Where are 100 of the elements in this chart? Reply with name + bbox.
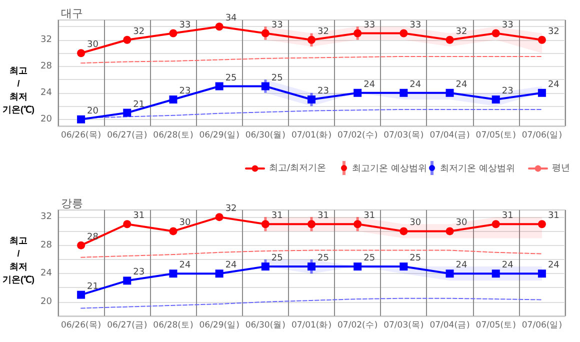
- point: [261, 220, 270, 228]
- text: 최고기온 예상범위: [352, 162, 427, 174]
- data-label: 20: [87, 106, 99, 116]
- point: [169, 227, 178, 236]
- x-tick-label: 06/29(일): [199, 130, 240, 140]
- point: [77, 290, 86, 299]
- data-label: 32: [225, 204, 237, 214]
- data-label: 32: [548, 26, 560, 37]
- point: [215, 270, 224, 278]
- y-tick-label: 32: [40, 34, 52, 45]
- chart-title: 강릉: [61, 197, 83, 210]
- data-label: 24: [548, 260, 560, 271]
- point: [492, 220, 500, 228]
- data-label: 33: [271, 20, 283, 30]
- data-label: 31: [502, 211, 514, 222]
- point: [308, 220, 316, 228]
- x-tick-label: 06/28(토): [153, 130, 194, 140]
- y-tick-label: 28: [40, 61, 52, 72]
- x-tick-label: 06/28(토): [153, 320, 194, 330]
- data-label: 34: [225, 14, 238, 24]
- data-label: 25: [225, 73, 237, 84]
- x-tick-label: 07/05(토): [476, 130, 516, 140]
- x-tick-label: 07/06(일): [522, 320, 562, 330]
- data-label: 24: [502, 260, 514, 271]
- data-label: 30: [87, 40, 99, 50]
- data-label: 23: [318, 86, 329, 96]
- x-tick-label: 07/05(토): [476, 320, 516, 330]
- data-label: 24: [410, 80, 422, 90]
- data-label: 31: [133, 211, 145, 222]
- point: [446, 270, 454, 278]
- point: [123, 220, 132, 228]
- x-tick-label: 06/30(월): [245, 320, 286, 330]
- y-tick-label: 28: [40, 240, 52, 250]
- point: [354, 220, 362, 228]
- point: [400, 29, 408, 38]
- x-tick-label: 07/04(금): [430, 130, 470, 140]
- point: [492, 270, 500, 278]
- chart-title: 대구: [61, 7, 83, 20]
- data-label: 24: [179, 260, 191, 271]
- point: [354, 88, 362, 97]
- data-label: 33: [502, 20, 514, 30]
- point: [446, 36, 454, 44]
- point: [400, 88, 408, 97]
- data-label: 21: [133, 100, 145, 110]
- x-tick-label: 06/26(목): [60, 320, 102, 330]
- point: [77, 241, 86, 250]
- point: [538, 220, 546, 228]
- data-label: 30: [456, 218, 468, 228]
- y-tick-label: 20: [40, 296, 52, 307]
- data-label: 33: [179, 20, 191, 30]
- data-label: 30: [179, 218, 191, 228]
- y-tick-label: 24: [40, 268, 52, 279]
- data-label: 25: [318, 254, 329, 264]
- point: [261, 82, 270, 90]
- x-tick-label: 07/02(수): [338, 130, 378, 140]
- point: [215, 213, 224, 222]
- data-label: 30: [410, 218, 422, 228]
- legend-label: 최고/최저기온: [269, 164, 326, 174]
- point: [538, 270, 546, 278]
- x-tick-label: 06/29(일): [199, 320, 240, 330]
- point: [169, 29, 178, 38]
- point: [400, 262, 408, 271]
- data-label: 31: [318, 211, 329, 222]
- x-tick-label: 07/03(목): [384, 320, 424, 330]
- point: [169, 270, 178, 278]
- data-label: 24: [548, 80, 560, 90]
- x-tick-label: 07/01(화): [291, 320, 332, 330]
- data-label: 21: [87, 282, 98, 292]
- point: [308, 262, 316, 271]
- y-tick-label: 24: [40, 88, 52, 98]
- point: [446, 227, 454, 236]
- point: [354, 262, 362, 271]
- y-axis-title: 최고/최저 기온(℃): [2, 66, 34, 114]
- point: [123, 108, 132, 117]
- data-label: 33: [364, 20, 376, 30]
- point: [123, 36, 132, 44]
- point: [538, 36, 546, 44]
- data-label: 23: [502, 86, 514, 96]
- point: [538, 88, 546, 97]
- legend-label: 평년: [552, 164, 570, 174]
- x-tick-label: 07/01(화): [291, 130, 332, 140]
- data-label: 32: [456, 26, 468, 37]
- point: [308, 96, 316, 104]
- data-label: 25: [271, 73, 283, 84]
- data-label: 24: [225, 260, 238, 271]
- x-tick-label: 06/27(금): [107, 130, 148, 140]
- point: [169, 96, 178, 104]
- x-tick-label: 06/26(목): [60, 130, 102, 140]
- y-tick-label: 32: [40, 212, 52, 222]
- point: [354, 29, 362, 38]
- point: [123, 276, 132, 285]
- data-label: 31: [271, 211, 283, 222]
- line-series: [80, 298, 542, 309]
- point: [261, 262, 270, 271]
- text: 최저기온 예상범위: [440, 162, 515, 174]
- data-label: 31: [548, 211, 560, 222]
- point: [77, 49, 86, 58]
- x-tick-label: 06/27(금): [107, 320, 148, 330]
- point: [400, 227, 408, 236]
- data-label: 32: [318, 26, 329, 37]
